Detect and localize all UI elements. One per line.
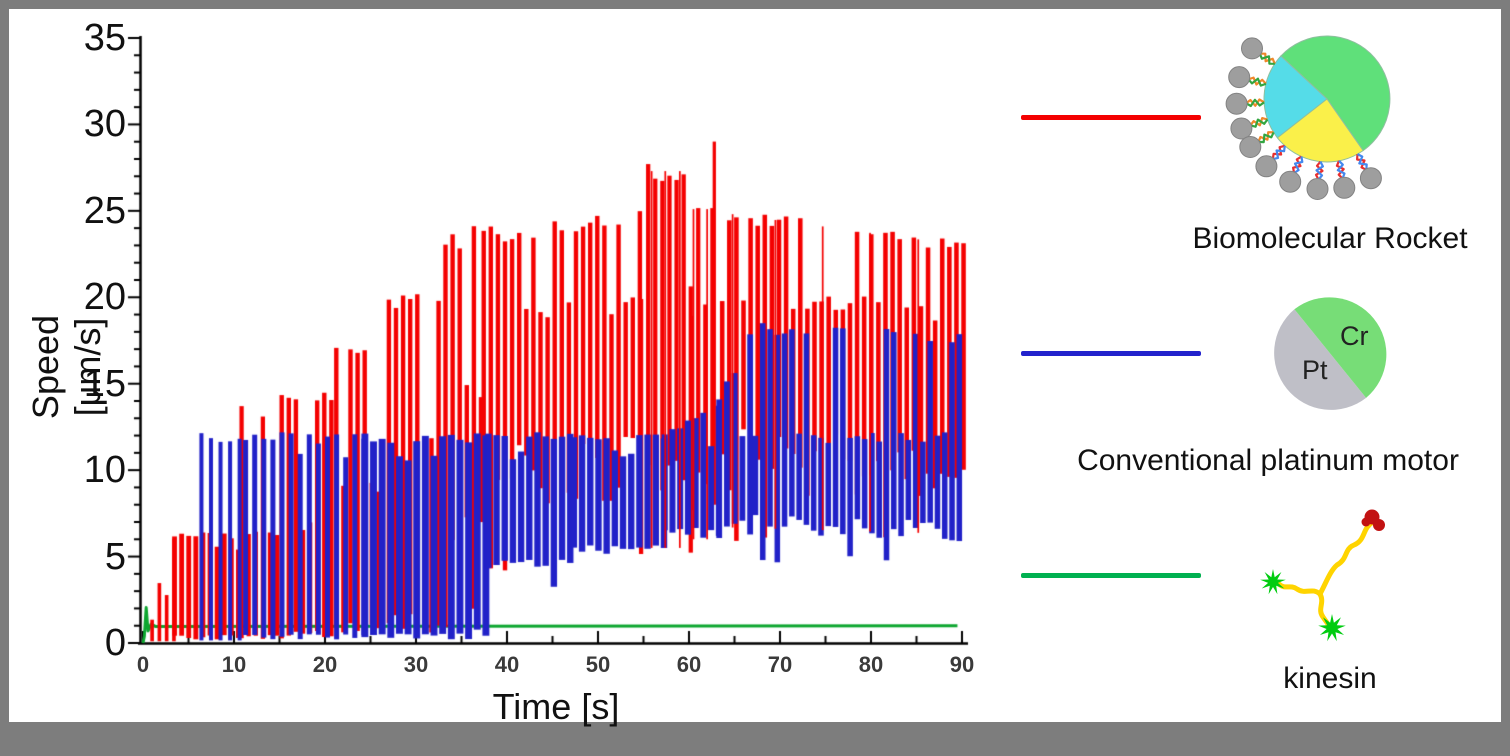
- legend-line-biomolecular-rocket: [1021, 115, 1201, 120]
- legend-line-platinum-motor: [1021, 351, 1201, 356]
- x-axis-title: Time [s]: [492, 686, 620, 727]
- legend-line-kinesin: [1021, 573, 1201, 578]
- y-tick-label: 35: [83, 16, 126, 59]
- pt-cr-motor-icon: Cr Pt: [1274, 297, 1387, 410]
- legend-label-platinum-motor: Conventional platinum motor: [1077, 444, 1459, 477]
- x-tick-label: 20: [312, 652, 338, 677]
- rocket-dna-beads: [1225, 37, 1382, 200]
- kinesin-cargo-blob: [1361, 509, 1385, 531]
- x-tick-label: 90: [949, 652, 975, 677]
- y-tick-label: 25: [83, 189, 126, 232]
- y-tick-label: 15: [83, 362, 126, 405]
- legend-label-biomolecular-rocket: Biomolecular Rocket: [1192, 222, 1468, 255]
- x-tick-label: 80: [858, 652, 884, 677]
- x-tick-label: 10: [221, 652, 247, 677]
- legend-label-kinesin: kinesin: [1283, 662, 1377, 695]
- x-tick-label: 30: [403, 652, 429, 677]
- x-tick-label: 60: [676, 652, 702, 677]
- y-tick-label: 5: [104, 535, 126, 578]
- pt-label: Pt: [1302, 355, 1328, 385]
- kinesin-motor-stars: [1260, 569, 1346, 642]
- x-tick-label: 40: [494, 652, 520, 677]
- cr-label: Cr: [1340, 321, 1369, 351]
- x-tick-label: 70: [767, 652, 793, 677]
- y-tick-label: 20: [83, 276, 126, 319]
- kinesin-icon: [1260, 509, 1385, 642]
- biomolecular-rocket-icon: [1225, 35, 1391, 200]
- y-tick-label: 10: [83, 449, 126, 492]
- x-tick-label: 50: [585, 652, 611, 677]
- y-axis-title: Speed [μm/s]: [25, 314, 108, 420]
- y-tick-label: 0: [104, 622, 126, 664]
- y-tick-label: 30: [83, 103, 126, 146]
- x-tick-label: 0: [136, 652, 150, 677]
